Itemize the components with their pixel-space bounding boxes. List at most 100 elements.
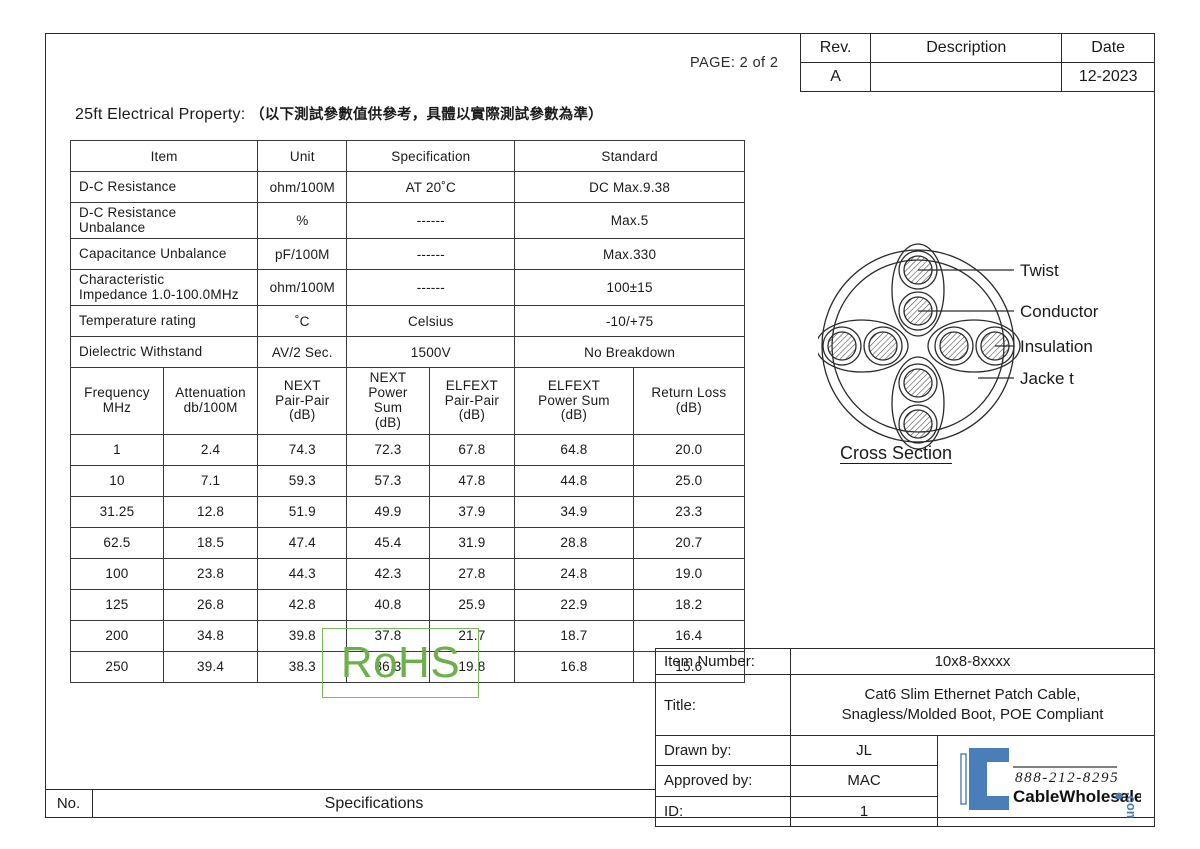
col-header-next-pp-line3: (dB) xyxy=(289,407,316,423)
frequency-cell: 39.4 xyxy=(162,650,259,683)
logo-name: CableWholesale xyxy=(1013,787,1141,806)
frequency-cell: 51.9 xyxy=(257,495,348,528)
col-header-next-pp-line2: Pair-Pair xyxy=(275,392,330,408)
col-header-return-loss-line2: (dB) xyxy=(675,400,702,415)
spec-standard: No Breakdown xyxy=(514,336,745,369)
description-value xyxy=(870,62,1063,92)
spec-unit: AV/2 Sec. xyxy=(257,336,348,369)
frequency-cell: 38.3 xyxy=(257,650,348,683)
frequency-cell: 19.0 xyxy=(632,557,746,590)
frequency-data-row: 10 7.1 59.3 57.3 47.8 44.8 25.0 xyxy=(70,464,746,497)
frequency-cell: 27.8 xyxy=(428,557,516,590)
logo-tld: .com xyxy=(1124,792,1139,818)
id-value: 1 xyxy=(790,795,938,828)
pair-bottom xyxy=(891,356,945,450)
frequency-cell: 45.4 xyxy=(346,526,430,559)
approved-by-row: Approved by: MAC xyxy=(655,765,1155,797)
section-heading: 25ft Electrical Property: （以下測試參數值供參考，具體… xyxy=(75,103,603,124)
rev-column-header: Rev. xyxy=(799,33,872,63)
frequency-cell: 22.9 xyxy=(514,588,634,621)
drawn-by-label: Drawn by: xyxy=(655,734,791,767)
col-header-elfext-pair-pair: ELFEXT Pair-Pair (dB) xyxy=(428,367,516,435)
frequency-cell: 59.3 xyxy=(257,464,348,497)
frequency-cell: 16.8 xyxy=(514,650,634,683)
col-header-next-ps-line2: Power Sum xyxy=(368,385,408,415)
spec-specification: AT 20˚C xyxy=(346,171,516,203)
frequency-data-row: 62.5 18.5 47.4 45.4 31.9 28.8 20.7 xyxy=(70,526,746,559)
col-header-elfext-power-sum: ELFEXT Power Sum (dB) xyxy=(514,367,634,435)
spec-specification: Celsius xyxy=(346,305,516,338)
frequency-cell: 25.9 xyxy=(428,588,516,621)
frequency-cell: 47.8 xyxy=(428,464,516,497)
col-header-frequency-line2: MHz xyxy=(102,400,132,415)
rohs-badge: RoHS xyxy=(322,628,479,698)
frequency-cell: 28.8 xyxy=(514,526,634,559)
spec-row: Temperature rating ˚C Celsius -10/+75 xyxy=(69,305,745,338)
frequency-cell: 20.0 xyxy=(632,433,746,466)
id-row: ID: 1 xyxy=(655,795,1155,828)
spec-standard: Max.330 xyxy=(514,238,745,271)
spec-item: D-C Resistance xyxy=(69,171,259,203)
revision-header-row: Rev. Description Date xyxy=(799,33,1155,63)
frequency-cell: 1 xyxy=(70,433,164,466)
frequency-cell: 36.3 xyxy=(346,650,430,683)
frequency-cell: 125 xyxy=(70,588,164,621)
frequency-cell: 23.3 xyxy=(632,495,746,528)
frequency-cell: 31.25 xyxy=(70,495,164,528)
frequency-cell: 44.3 xyxy=(257,557,348,590)
frequency-cell: 64.8 xyxy=(514,433,634,466)
frequency-cell: 24.8 xyxy=(514,557,634,590)
frequency-cell: 37.9 xyxy=(428,495,516,528)
approved-by-label: Approved by: xyxy=(655,765,791,797)
frequency-cell: 31.9 xyxy=(428,526,516,559)
frequency-cell: 12.8 xyxy=(162,495,259,528)
frequency-cell: 67.8 xyxy=(428,433,516,466)
frequency-cell: 18.7 xyxy=(514,619,634,652)
frequency-data-body: 1 2.4 74.3 72.3 67.8 64.8 20.0 10 7.1 59.3 57.3 47.… xyxy=(70,433,746,683)
cross-section-diagram: Twist Conductor Insulation Jacke t xyxy=(818,243,1099,450)
approved-by-value: MAC xyxy=(790,765,938,797)
callout-insulation: Insulation xyxy=(1020,337,1093,356)
pair-top xyxy=(891,243,945,337)
title-value: Cat6 Slim Ethernet Patch Cable, Snagless… xyxy=(790,674,1155,736)
col-header-elfext-pp-line1: ELFEXT xyxy=(445,377,498,393)
jacket-inner-circle xyxy=(831,259,1005,433)
frequency-cell: 18.2 xyxy=(632,588,746,621)
company-logo: 888-212-8295 CableWholesale .com xyxy=(937,735,1155,827)
frequency-cell: 49.9 xyxy=(346,495,430,528)
frequency-data-row: 125 26.8 42.8 40.8 25.9 22.9 18.2 xyxy=(70,588,746,621)
heading-cjk-note: （以下測試參數值供參考，具體以實際測試參數為準） xyxy=(250,107,603,123)
spec-row: Capacitance Unbalance pF/100M ------ Max… xyxy=(69,238,745,271)
col-header-frequency-line1: Frequency xyxy=(84,385,150,401)
col-header-elfext-ps-line1: ELFEXT xyxy=(547,377,601,393)
frequency-cell: 26.8 xyxy=(162,588,259,621)
callout-twist: Twist xyxy=(1020,261,1059,280)
frequency-cell: 74.3 xyxy=(257,433,348,466)
item-number-row: Item Number: 10x8-8xxxx xyxy=(655,648,1155,675)
item-number-value: 10x8-8xxxx xyxy=(790,648,1155,675)
spec-item: Temperature rating xyxy=(69,305,259,338)
spec-specification: ------ xyxy=(346,201,516,240)
spec-specification: ------ xyxy=(346,269,516,307)
frequency-cell: 25.0 xyxy=(632,464,746,497)
col-header-next-power-sum: NEXT Power Sum (dB) xyxy=(346,367,430,435)
callout-jacket: Jacke t xyxy=(1020,369,1074,388)
title-label: Title: xyxy=(655,674,791,736)
logo-c-shape xyxy=(969,748,1009,810)
cablewholesale-logo-svg: 888-212-8295 CableWholesale .com xyxy=(960,748,1143,822)
logo-dot-icon xyxy=(1115,792,1123,800)
revision-row: A 12-2023 xyxy=(799,62,1155,92)
col-header-attenuation-line1: Attenuation xyxy=(175,385,246,401)
title-line1: Cat6 Slim Ethernet Patch Cable, xyxy=(864,686,1081,704)
spec-header-specification: Specification xyxy=(346,140,516,172)
heading-prefix: 25ft Electrical Property: xyxy=(75,106,246,123)
footer-no-label: No. xyxy=(45,789,93,818)
frequency-cell: 2.4 xyxy=(162,433,259,466)
callout-conductor: Conductor xyxy=(1020,302,1099,321)
item-number-label: Item Number: xyxy=(655,648,791,675)
frequency-cell: 37.8 xyxy=(346,619,430,652)
col-header-next-ps-line3: (dB) xyxy=(374,414,402,430)
frequency-cell: 16.4 xyxy=(632,619,746,652)
spec-unit: % xyxy=(257,201,348,240)
frequency-cell: 40.8 xyxy=(346,588,430,621)
